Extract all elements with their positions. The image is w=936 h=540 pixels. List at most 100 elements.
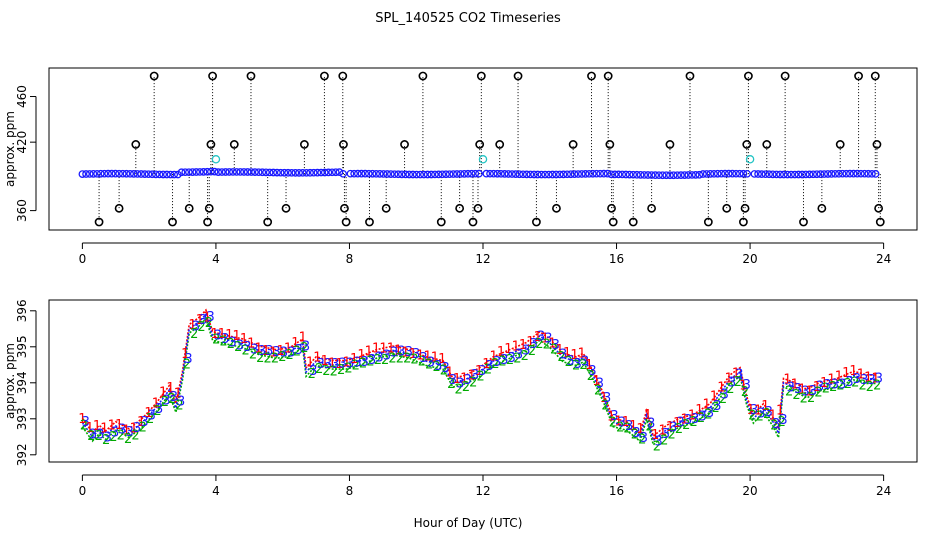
baseline-point: [456, 170, 465, 178]
series-2-marker: 2: [440, 363, 448, 378]
baseline-point: [192, 168, 201, 176]
cyan-point: [211, 155, 221, 164]
spike-point: [817, 203, 827, 213]
series-3-marker: 3: [500, 353, 508, 368]
spike-point: [870, 71, 880, 81]
series-2-marker: 2: [623, 422, 631, 437]
baseline-point: [794, 170, 803, 179]
series-3-marker: 3: [96, 428, 104, 443]
series-3-marker: 3: [126, 425, 134, 440]
series-1-marker: 1: [328, 357, 336, 372]
series-2-marker: 2: [403, 352, 411, 367]
bottom-y-tick-label: 396: [15, 299, 29, 322]
series-3-marker: 3: [809, 384, 817, 399]
bottom-y-tick-label: 395: [15, 335, 29, 358]
baseline-point: [570, 170, 579, 178]
series-1-marker: 1: [754, 404, 762, 419]
series-1-marker: 1: [673, 416, 681, 431]
baseline-point: [600, 169, 608, 178]
baseline-point: [449, 170, 458, 178]
series-2-marker: 2: [858, 378, 866, 393]
spike-point: [513, 71, 523, 81]
bottom-x-tick-label: 8: [346, 484, 354, 498]
baseline-point: [346, 169, 355, 178]
series-1-marker: 1: [335, 357, 343, 372]
series-1-marker: 1: [835, 369, 843, 384]
series-3-marker: 3: [721, 388, 729, 403]
series-1-marker: 1: [842, 366, 850, 381]
series-1-marker: 1: [247, 337, 255, 352]
series-1-marker: 1: [570, 348, 578, 363]
series-3-marker: 3: [177, 395, 185, 410]
series-3-marker: 3: [515, 348, 523, 363]
series-3-marker: 3: [133, 421, 141, 436]
series-2-marker: 2: [249, 348, 257, 363]
baseline-point: [203, 167, 212, 176]
series-2-marker: 2: [109, 430, 117, 445]
baseline-point: [328, 168, 336, 177]
baseline-point: [555, 170, 564, 179]
series-2-marker: 2: [454, 383, 462, 398]
baseline-point: [732, 169, 740, 178]
top-y-axis-label: approx. ppm: [3, 111, 17, 187]
series-3-marker: 3: [676, 415, 684, 430]
top-spike-lines: [98, 75, 881, 223]
baseline-point: [409, 170, 417, 179]
baseline-point: [196, 168, 204, 176]
series-2-marker: 2: [271, 351, 279, 366]
series-2-marker: 2: [844, 377, 852, 392]
series-2-marker: 2: [491, 357, 499, 372]
top-x-tick-label: 8: [346, 252, 354, 266]
spike-point: [495, 140, 505, 149]
baseline-point: [364, 169, 373, 178]
baseline-point: [254, 168, 263, 177]
baseline-point: [857, 169, 865, 178]
series-1-marker: 1: [306, 355, 314, 370]
baseline-point: [82, 170, 90, 178]
series-1-marker: 1: [747, 403, 755, 418]
baseline-point: [383, 170, 392, 178]
series-1-marker: 1: [585, 358, 593, 373]
spike-point: [436, 217, 446, 227]
series-2-marker: 2: [660, 434, 668, 449]
series-3-marker: 3: [228, 336, 236, 351]
series-2-marker: 2: [616, 420, 624, 435]
series-3-marker: 3: [361, 355, 369, 370]
baseline-point: [387, 170, 395, 178]
series-3-marker: 3: [530, 337, 538, 352]
spike-point: [229, 140, 239, 149]
spike-point: [131, 140, 141, 149]
spike-point: [94, 217, 104, 227]
bottom-x-tick-label: 0: [79, 484, 87, 498]
series-3-marker: 3: [493, 355, 501, 370]
spike-point: [835, 140, 845, 149]
baseline-point: [148, 170, 157, 179]
series-2-marker: 2: [792, 388, 800, 403]
top-x-axis: 0 4 8 12 16 20 24: [79, 242, 891, 266]
bottom-y-tick-label: 393: [15, 407, 29, 430]
series-3-marker: 3: [375, 351, 383, 366]
series-2-marker: 2: [256, 351, 264, 366]
series-3-marker: 3: [588, 364, 596, 379]
series-1-marker: 1: [379, 341, 387, 356]
baseline-point: [317, 168, 325, 177]
baseline-point: [511, 170, 520, 178]
series-3-marker: 3: [82, 415, 90, 430]
baseline-point: [666, 171, 674, 180]
baseline-point: [838, 169, 847, 178]
series-2-marker: 2: [807, 391, 815, 406]
series-3-marker: 3: [801, 384, 809, 399]
baseline-point: [137, 170, 145, 178]
series-1-marker: 1: [732, 367, 740, 382]
series-2-marker: 2: [227, 337, 235, 352]
baseline-point: [699, 170, 707, 178]
baseline-point: [508, 170, 516, 178]
series-1-marker: 1: [717, 380, 725, 395]
baseline-point: [761, 170, 770, 179]
series-2-marker: 2: [667, 428, 675, 443]
baseline-point: [724, 169, 733, 178]
series-3-marker: 3: [324, 357, 332, 372]
baseline-point: [298, 168, 307, 177]
series-2-marker: 2: [388, 352, 396, 367]
baseline-point: [816, 170, 825, 178]
